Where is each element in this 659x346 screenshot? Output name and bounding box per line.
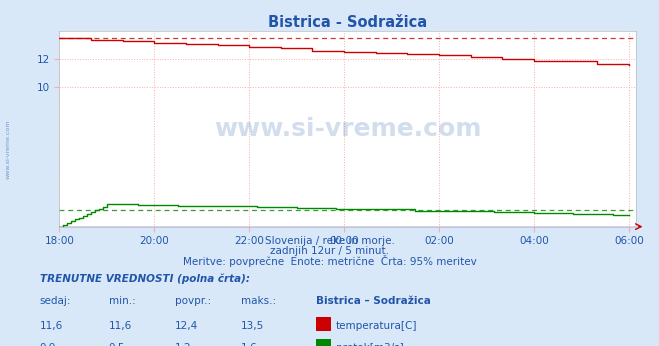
Text: 0,5: 0,5 xyxy=(109,343,125,346)
Title: Bistrica - Sodražica: Bistrica - Sodražica xyxy=(268,15,427,30)
Text: zadnjih 12ur / 5 minut.: zadnjih 12ur / 5 minut. xyxy=(270,246,389,256)
Text: 11,6: 11,6 xyxy=(40,321,63,331)
Text: Slovenija / reke in morje.: Slovenija / reke in morje. xyxy=(264,236,395,246)
Text: 1,6: 1,6 xyxy=(241,343,257,346)
Text: povpr.:: povpr.: xyxy=(175,297,211,307)
Text: 12,4: 12,4 xyxy=(175,321,198,331)
Text: TRENUTNE VREDNOSTI (polna črta):: TRENUTNE VREDNOSTI (polna črta): xyxy=(40,273,250,284)
Text: sedaj:: sedaj: xyxy=(40,297,71,307)
Text: Meritve: povprečne  Enote: metrične  Črta: 95% meritev: Meritve: povprečne Enote: metrične Črta:… xyxy=(183,255,476,267)
Text: Bistrica – Sodražica: Bistrica – Sodražica xyxy=(316,297,431,307)
Text: 0,9: 0,9 xyxy=(40,343,56,346)
Text: temperatura[C]: temperatura[C] xyxy=(336,321,418,331)
Text: maks.:: maks.: xyxy=(241,297,275,307)
Text: www.si-vreme.com: www.si-vreme.com xyxy=(214,117,481,141)
Text: min.:: min.: xyxy=(109,297,136,307)
Text: 13,5: 13,5 xyxy=(241,321,264,331)
Text: pretok[m3/s]: pretok[m3/s] xyxy=(336,343,404,346)
Text: www.si-vreme.com: www.si-vreme.com xyxy=(6,119,11,179)
Text: 11,6: 11,6 xyxy=(109,321,132,331)
Text: 1,2: 1,2 xyxy=(175,343,191,346)
